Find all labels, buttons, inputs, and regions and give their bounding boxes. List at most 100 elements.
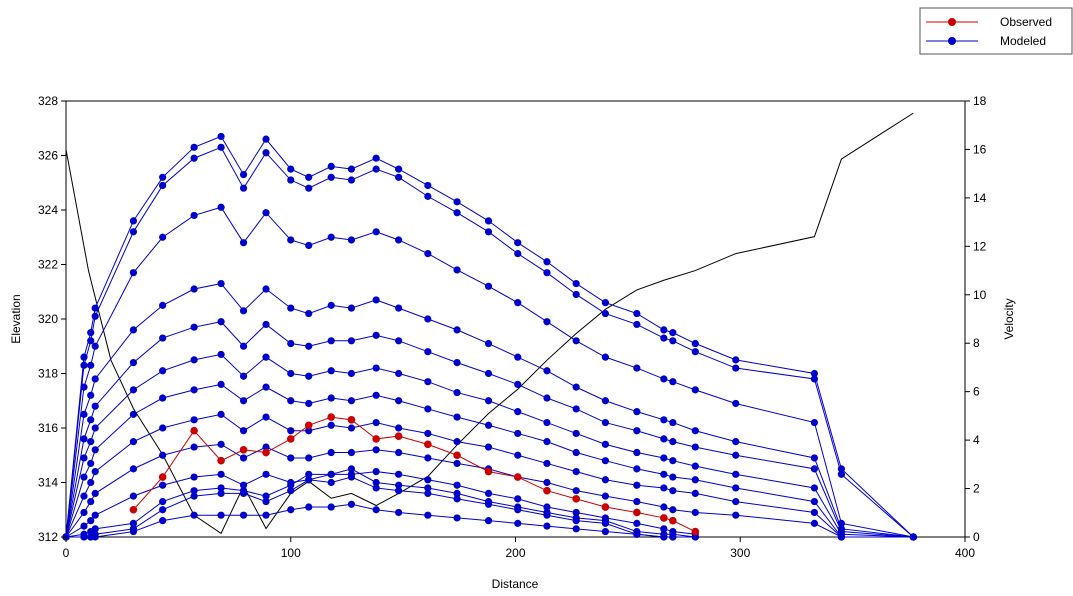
modeled-point-9-3 (91, 511, 99, 519)
modeled-point-9-17 (453, 481, 461, 489)
modeled-point-1-23 (633, 320, 641, 329)
modeled-point-12-6 (190, 511, 198, 519)
modeled-point-1-5 (159, 181, 167, 190)
modeled-point-7-21 (572, 468, 580, 476)
modeled-point-8-17 (453, 459, 461, 468)
modeled-point-3-27 (732, 438, 740, 446)
observed-point-20 (660, 514, 668, 522)
modeled-point-11-15 (395, 487, 403, 495)
modeled-point-7-24 (660, 484, 668, 492)
modeled-point-7-6 (190, 416, 198, 424)
modeled-point-4-27 (732, 451, 740, 459)
modeled-point-7-1 (80, 492, 88, 500)
modeled-point-5-5 (159, 367, 167, 375)
modeled-point-9-5 (159, 481, 167, 489)
modeled-point-4-22 (601, 418, 610, 427)
modeled-point-8-12 (327, 448, 335, 457)
modeled-point-3-11 (305, 309, 313, 318)
modeled-point-4-3 (91, 402, 99, 410)
modeled-point-3-1 (80, 410, 88, 418)
x-tick-label-4: 400 (955, 546, 975, 560)
modeled-point-5-9 (262, 353, 270, 361)
modeled-point-11-14 (372, 484, 380, 492)
modeled-point-5-19 (514, 408, 522, 416)
modeled-point-8-13 (347, 448, 356, 457)
modeled-point-3-9 (262, 285, 270, 293)
modeled-point-2-6 (190, 211, 198, 220)
modeled-point-1-27 (732, 364, 740, 372)
modeled-point-2-13 (347, 236, 356, 244)
modeled-point-3-19 (514, 353, 522, 361)
modeled-point-12-11 (305, 503, 313, 511)
modeled-point-4-21 (572, 405, 580, 413)
modeled-point-3-25 (669, 418, 677, 427)
modeled-point-8-24 (660, 503, 668, 511)
modeled-point-10-13 (347, 465, 356, 473)
modeled-point-5-7 (217, 350, 225, 359)
modeled-point-11-17 (453, 495, 461, 503)
modeled-point-11-10 (287, 487, 295, 495)
modeled-point-7-15 (395, 424, 403, 432)
series-layer (62, 112, 917, 541)
modeled-point-10-12 (327, 470, 335, 478)
modeled-point-7-14 (372, 418, 380, 427)
modeled-point-2-1 (80, 383, 88, 391)
modeled-point-4-9 (262, 320, 270, 329)
modeled-point-4-15 (395, 337, 403, 345)
modeled-point-10-11 (305, 470, 313, 478)
plot-frame (65, 100, 966, 538)
modeled-point-2-26 (691, 386, 699, 394)
modeled-point-8-20 (543, 478, 551, 487)
modeled-point-4-2 (87, 416, 95, 424)
modeled-point-0-25 (669, 329, 677, 337)
modeled-point-6-23 (633, 465, 641, 473)
modeled-point-1-14 (372, 165, 380, 173)
modeled-point-12-7 (217, 511, 225, 519)
x-tick-label-1: 100 (281, 546, 301, 560)
modeled-point-0-22 (601, 299, 610, 307)
y2-tick-label-3: 6 (973, 385, 980, 399)
modeled-point-8-4 (129, 465, 138, 473)
observed-point-6 (286, 435, 295, 443)
modeled-point-11-20 (543, 511, 551, 519)
modeled-point-2-23 (633, 364, 641, 372)
modeled-point-2-19 (514, 299, 522, 307)
modeled-point-2-27 (732, 399, 740, 408)
modeled-point-7-12 (327, 421, 335, 429)
x-axis-title: Distance (492, 577, 539, 591)
observed-point-1 (158, 473, 167, 481)
modeled-point-8-6 (190, 443, 198, 451)
modeled-point-8-16 (424, 454, 432, 462)
modeled-point-8-23 (633, 497, 641, 506)
modeled-point-5-27 (732, 470, 740, 478)
modeled-point-9-14 (372, 468, 380, 476)
x-tick-label-2: 200 (505, 546, 525, 560)
modeled-point-5-2 (87, 438, 95, 446)
modeled-point-2-10 (287, 236, 295, 244)
modeled-point-1-6 (190, 154, 198, 162)
modeled-point-0-28 (810, 369, 819, 378)
modeled-point-4-14 (372, 331, 380, 339)
modeled-point-5-20 (543, 418, 551, 427)
modeled-point-4-16 (424, 348, 432, 356)
modeled-point-9-7 (217, 470, 225, 478)
y-tick-label-6: 324 (38, 203, 58, 217)
modeled-point-8-28 (810, 519, 819, 527)
modeled-point-1-15 (395, 173, 403, 181)
modeled-point-5-17 (453, 388, 461, 397)
modeled-point-9-23 (633, 519, 641, 527)
modeled-point-1-3 (91, 312, 99, 320)
modeled-point-0-20 (543, 258, 551, 266)
modeled-point-1-11 (305, 184, 313, 192)
modeled-point-4-18 (484, 369, 493, 378)
modeled-point-5-3 (91, 424, 99, 432)
modeled-point-5-23 (633, 448, 641, 457)
modeled-point-1-26 (691, 348, 699, 356)
modeled-point-5-24 (660, 454, 668, 462)
modeled-point-10-14 (372, 478, 380, 487)
modeled-point-8-26 (691, 508, 699, 517)
modeled-point-4-10 (287, 339, 295, 348)
modeled-point-8-11 (305, 454, 313, 462)
modeled-point-9-19 (514, 495, 522, 503)
modeled-point-7-13 (347, 424, 356, 432)
